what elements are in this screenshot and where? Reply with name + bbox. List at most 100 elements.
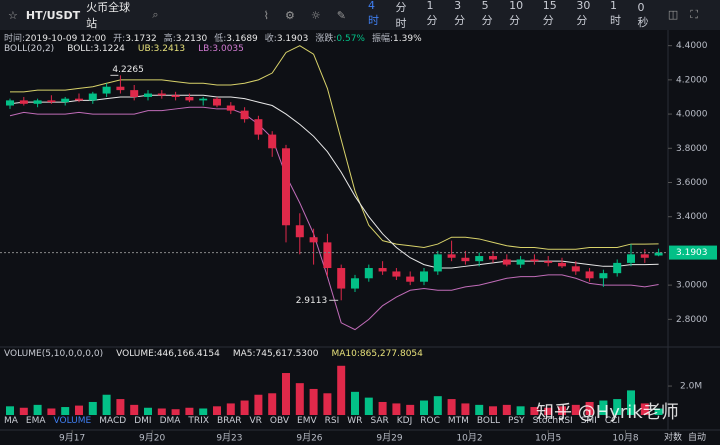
legend-item: MA5:745,617.5300 bbox=[232, 349, 319, 359]
info-line: 时间:2019-10-09 12:00 开:3.1732 高:3.2130 低:3.1… bbox=[4, 31, 422, 44]
candle-body bbox=[364, 268, 373, 279]
period-tab[interactable]: 15分 bbox=[542, 0, 557, 27]
last-price-tag bbox=[669, 245, 717, 260]
boll-band bbox=[9, 106, 659, 331]
info-value: 3.1689 bbox=[226, 34, 258, 44]
axis-option[interactable]: 自动 bbox=[688, 433, 707, 443]
period-tab[interactable]: 分时 bbox=[395, 1, 407, 30]
candle-body bbox=[102, 86, 111, 94]
y-tick-label: 3.6000 bbox=[676, 178, 708, 188]
candle-body bbox=[254, 119, 263, 135]
indicator-tab[interactable]: VR bbox=[249, 416, 262, 426]
candle-body bbox=[130, 90, 139, 97]
legend-item: BOLL(20,2) bbox=[4, 44, 55, 54]
indicator-tabs: MA EMA VOLUME MACD DMI DMA TRIX BRAR VR OBV EMV RSI… bbox=[4, 416, 620, 426]
window-icons[interactable]: ◫⛶ bbox=[667, 8, 710, 21]
volume-bar bbox=[475, 404, 484, 415]
candle-body bbox=[433, 254, 442, 272]
indicator-tab[interactable]: EMV bbox=[297, 416, 317, 426]
volume-bar bbox=[406, 404, 415, 415]
info-item: 开:3.1732 bbox=[113, 31, 157, 44]
volume-bar bbox=[240, 400, 249, 415]
indicator-tab[interactable]: SMI bbox=[580, 416, 597, 426]
indicator-tab[interactable]: BOLL bbox=[476, 416, 501, 426]
indicator-tab[interactable]: MACD bbox=[99, 416, 127, 426]
x-tick-label: 9月17 bbox=[59, 433, 85, 444]
volume-bar bbox=[157, 408, 166, 415]
candle-body bbox=[61, 98, 70, 103]
volume-bar bbox=[654, 408, 663, 415]
candle-body bbox=[171, 95, 180, 97]
indicator-tab[interactable]: EMA bbox=[25, 416, 46, 426]
period-tab[interactable]: 5分 bbox=[481, 0, 493, 27]
period-tab[interactable]: 30分 bbox=[576, 0, 591, 27]
indicator-tab[interactable]: TRIX bbox=[188, 416, 209, 426]
volume-bar bbox=[461, 403, 470, 415]
volume-bar bbox=[144, 407, 152, 415]
candle-body bbox=[323, 242, 332, 269]
indicator-tab[interactable]: KDJ bbox=[396, 416, 413, 426]
info-item: 振幅:1.39% bbox=[372, 31, 422, 44]
x-tick-label: 9月29 bbox=[376, 433, 402, 444]
candle-body bbox=[420, 271, 428, 282]
info-label: 时间: bbox=[4, 34, 26, 44]
indicator-tab[interactable]: CCI bbox=[604, 416, 621, 426]
indicator-tab[interactable]: DMI bbox=[134, 416, 152, 426]
info-label: 低: bbox=[214, 34, 227, 44]
indicator-tab[interactable]: VOLUME bbox=[53, 416, 92, 426]
period-tab[interactable]: 4时 bbox=[367, 0, 379, 27]
indicator-tab[interactable]: MA bbox=[4, 416, 18, 426]
candle-body bbox=[585, 271, 594, 279]
axis-option[interactable]: 对数 bbox=[664, 433, 683, 443]
indicator-tab[interactable]: DMA bbox=[159, 416, 181, 426]
legend-item: LB:3.0035 bbox=[198, 44, 244, 54]
symbol[interactable]: HT/USDT bbox=[25, 8, 81, 22]
legend-item: VOLUME:446,166.4154 bbox=[116, 349, 220, 359]
info-value: 1.39% bbox=[393, 34, 422, 44]
volume-bar bbox=[61, 407, 70, 415]
indicator-tab[interactable]: PSY bbox=[508, 416, 525, 426]
volume-bar bbox=[88, 401, 97, 415]
period-tab[interactable]: 1分 bbox=[426, 0, 438, 27]
high-annotation: 4.2265 bbox=[112, 65, 143, 75]
period-tab[interactable]: 3分 bbox=[454, 0, 466, 27]
indicator-tab[interactable]: MTM bbox=[447, 416, 469, 426]
watermark: 知乎 @Hyrik老师 bbox=[536, 402, 679, 423]
y-tick-label: 4.4000 bbox=[676, 41, 708, 51]
period-tab[interactable]: 1时 bbox=[609, 0, 621, 27]
search-icon[interactable]: ⌕ bbox=[152, 8, 159, 21]
indicator-tab[interactable]: WR bbox=[347, 416, 363, 426]
indicator-tab[interactable]: OBV bbox=[269, 416, 290, 426]
star-icon[interactable]: ☆ bbox=[8, 8, 18, 22]
volume-bar bbox=[447, 399, 456, 415]
volume-bar bbox=[19, 407, 28, 415]
candle-body bbox=[282, 148, 290, 226]
legend-item: BOLL:3.1224 bbox=[67, 44, 125, 54]
candle-body bbox=[392, 271, 401, 277]
info-item: 高:3.2130 bbox=[164, 31, 208, 44]
x-tick-label: 10月5 bbox=[535, 433, 561, 444]
x-tick-label: 9月26 bbox=[296, 433, 322, 444]
candle-body bbox=[351, 278, 359, 289]
candle-body bbox=[530, 259, 539, 262]
period-tab[interactable]: 10分 bbox=[509, 0, 524, 27]
tool-icons[interactable]: ⌇⚙☼✎ bbox=[263, 8, 362, 22]
x-tick-label: 10月2 bbox=[456, 433, 482, 444]
indicator-tab[interactable]: RSI bbox=[324, 416, 340, 426]
indicator-tab[interactable]: StochRSI bbox=[532, 416, 573, 426]
boll-legend: BOLL(20,2) BOLL:3.1224 UB:3.2413 LB:3.0035 bbox=[4, 44, 250, 54]
candle-body bbox=[88, 93, 97, 101]
axis-options: 对数 自动 bbox=[664, 430, 706, 443]
y-tick-label: 3.4000 bbox=[676, 212, 708, 222]
info-label: 收: bbox=[264, 34, 277, 44]
candle-body bbox=[627, 254, 635, 263]
volume-bar bbox=[213, 406, 221, 415]
candle-body bbox=[461, 257, 470, 262]
info-value: 3.2130 bbox=[175, 34, 208, 44]
indicator-tab[interactable]: ROC bbox=[420, 416, 440, 426]
candle-body bbox=[571, 266, 580, 272]
periods: 4时 分时 1分 3分 5分 10分 15分 30分 1时 bbox=[368, 0, 637, 31]
indicator-tab[interactable]: BRAR bbox=[217, 416, 242, 426]
indicator-tab[interactable]: SAR bbox=[370, 416, 389, 426]
